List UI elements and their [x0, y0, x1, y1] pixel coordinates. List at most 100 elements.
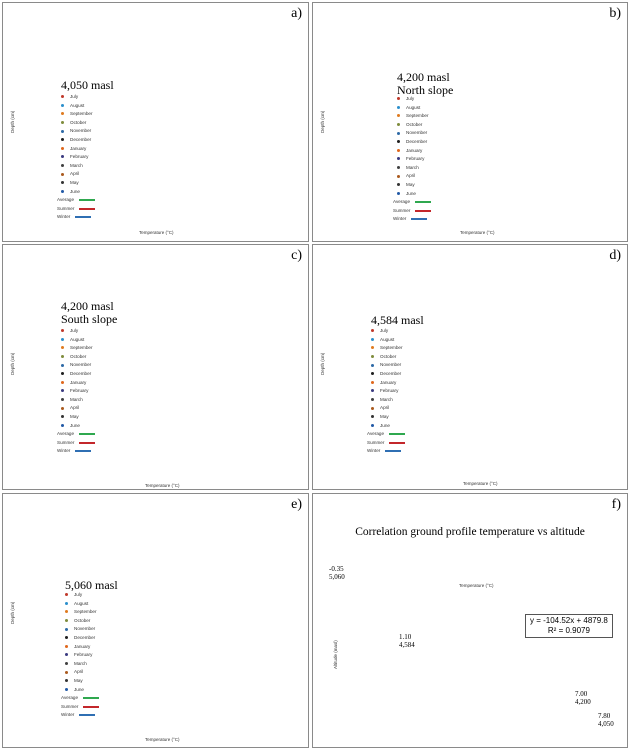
legend-label: June [74, 686, 84, 692]
legend-month-item: February [65, 651, 99, 660]
legend-line-item: Summer [393, 207, 432, 216]
legend-swatch [415, 209, 432, 212]
legend-month-item: October [61, 353, 95, 362]
legend-marker [61, 406, 64, 410]
legend-label: December [406, 138, 428, 144]
legend-swatch [79, 714, 96, 717]
legend-month-item: February [61, 153, 95, 162]
y-axis-label: Depth (cm) [10, 110, 15, 133]
legend-month-item: May [61, 413, 95, 422]
altitude-line-2: North slope [397, 83, 454, 97]
legend-month-item: December [61, 370, 95, 379]
legend-label: January [406, 147, 423, 153]
legend-marker [371, 346, 374, 350]
legend-marker [65, 601, 68, 605]
legend-label: June [70, 422, 80, 428]
panel-d: d) 4,584 masl July August September October… [312, 244, 628, 490]
legend-marker [61, 95, 64, 99]
legend: July August September October November Decemb… [57, 327, 96, 456]
x-axis-label: Temperature (°C) [459, 583, 494, 588]
legend-label: February [74, 652, 93, 658]
regression-equation: y = -104.52x + 4879.8 [530, 616, 608, 625]
legend-swatch [79, 198, 96, 201]
legend-label: July [70, 94, 79, 99]
legend-marker [61, 146, 64, 150]
legend-month-item: January [65, 643, 99, 652]
legend-line-item: Summer [61, 703, 100, 712]
legend-label: June [406, 190, 416, 196]
legend-marker [371, 355, 374, 359]
legend-label: May [70, 179, 79, 185]
legend-month-item: June [397, 190, 431, 199]
legend-line-item: Summer [57, 205, 96, 214]
legend-line-item: Winter [393, 215, 431, 224]
altitude-line-1: 4,584 masl [371, 313, 424, 327]
panel-tag: c) [291, 248, 302, 263]
legend-marker [61, 172, 64, 176]
point-label: 1.10 4,584 [399, 633, 415, 649]
x-axis-label: Temperature (°C) [460, 230, 495, 235]
panel-tag: a) [291, 6, 302, 21]
legend-marker [61, 363, 64, 367]
legend-marker [397, 174, 400, 178]
legend: July August September October November Decemb… [393, 95, 432, 224]
legend-label: October [70, 353, 87, 359]
legend-line-item: Average [367, 430, 406, 439]
point-label: 7.00 4,200 [575, 690, 591, 706]
legend-month-item: June [61, 422, 95, 431]
legend-line-item: Winter [57, 447, 95, 456]
legend-marker [61, 112, 64, 116]
legend-marker [397, 191, 400, 195]
legend-month-item: July [61, 327, 95, 336]
legend-month-item: August [397, 104, 431, 113]
legend-marker [61, 189, 64, 193]
legend-line-item: Winter [57, 213, 95, 222]
legend-marker [65, 653, 68, 657]
legend-month-item: July [61, 93, 95, 102]
legend-month-item: August [371, 336, 405, 345]
profile-plot-a [3, 3, 309, 242]
legend-label: August [70, 336, 85, 342]
legend-label: Summer [57, 439, 75, 445]
x-axis-label: Temperature (°C) [145, 483, 180, 488]
legend-label: July [406, 96, 415, 101]
legend-month-item: September [371, 344, 405, 353]
legend-label: Winter [57, 214, 71, 220]
legend-label: Average [57, 431, 75, 437]
legend-month-item: January [61, 379, 95, 388]
legend-label: February [70, 154, 89, 160]
legend-label: Summer [393, 207, 411, 213]
legend-label: October [380, 353, 397, 359]
legend-month-item: October [65, 617, 99, 626]
panel-tag: f) [611, 497, 621, 512]
legend-label: August [70, 102, 85, 108]
legend-month-item: February [371, 387, 405, 396]
legend-label: October [74, 617, 91, 623]
legend-month-item: January [371, 379, 405, 388]
legend-line-item: Average [393, 198, 432, 207]
legend-swatch [79, 432, 96, 435]
legend-label: July [70, 328, 79, 333]
legend-marker [397, 97, 400, 101]
legend-month-item: March [371, 396, 405, 405]
legend-marker [65, 619, 68, 623]
legend-label: August [406, 104, 421, 110]
legend-month-item: July [371, 327, 405, 336]
legend-marker [371, 380, 374, 384]
legend-marker [65, 627, 68, 631]
legend-label: April [406, 173, 416, 179]
legend-month-item: January [397, 147, 431, 156]
legend-swatch [79, 207, 96, 210]
legend-marker [371, 398, 374, 402]
legend-month-item: July [65, 591, 99, 600]
legend-month-item: February [397, 155, 431, 164]
legend-swatch [83, 705, 100, 708]
legend-swatch [415, 200, 432, 203]
legend-month-item: March [397, 164, 431, 173]
legend-marker [397, 114, 400, 118]
legend-label: June [70, 188, 80, 194]
legend-label: January [380, 379, 397, 385]
legend-month-item: September [61, 110, 95, 119]
legend-month-item: November [61, 361, 95, 370]
legend-label: Summer [61, 703, 79, 709]
